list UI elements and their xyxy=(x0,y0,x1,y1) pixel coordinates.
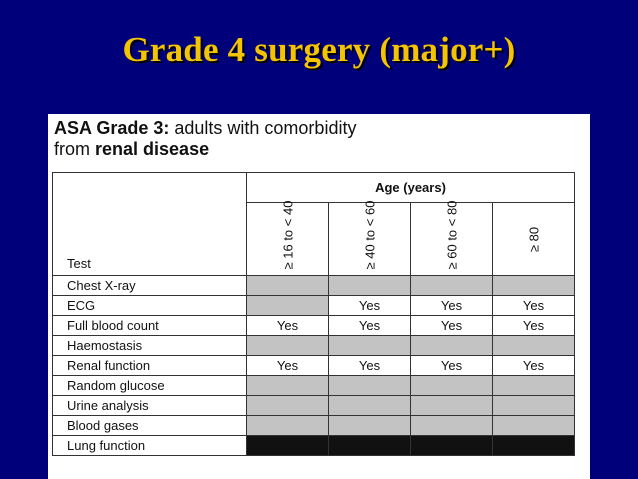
table-row: Random glucose xyxy=(52,375,575,396)
table-row: Blood gases xyxy=(52,415,575,436)
test-cell xyxy=(410,435,493,456)
test-cell xyxy=(328,415,411,436)
age-group-3: ≥ 60 to < 80 xyxy=(410,200,493,276)
slide-title: Grade 4 surgery (major+) xyxy=(122,30,516,69)
test-cell xyxy=(246,435,329,456)
test-cell xyxy=(492,335,575,356)
test-cell: Yes xyxy=(410,315,493,336)
test-cell xyxy=(492,415,575,436)
age-group-4: ≥ 80 xyxy=(492,202,575,276)
age-header: Age (years) xyxy=(246,172,575,203)
test-cell xyxy=(492,275,575,296)
test-cell xyxy=(246,415,329,436)
test-cell xyxy=(328,275,411,296)
test-cell xyxy=(410,395,493,416)
table-row: ECG Yes Yes Yes xyxy=(52,295,575,316)
age-group-1: ≥ 16 to < 40 xyxy=(246,200,329,276)
table-row: Urine analysis xyxy=(52,395,575,416)
table-row: Lung function xyxy=(52,435,575,456)
table-row: Renal function Yes Yes Yes Yes xyxy=(52,355,575,376)
test-name: Renal function xyxy=(52,355,247,376)
heading-line2-bold: renal disease xyxy=(95,139,210,159)
table-row: Full blood count Yes Yes Yes Yes xyxy=(52,315,575,336)
age-group-3-label: ≥ 60 to < 80 xyxy=(444,200,459,270)
age-group-2-label: ≥ 40 to < 60 xyxy=(362,200,377,270)
table-heading: ASA Grade 3: adults with comorbidity fro… xyxy=(54,118,356,160)
test-cell: Yes xyxy=(328,295,411,316)
test-cell xyxy=(246,335,329,356)
test-cell xyxy=(492,435,575,456)
test-column-header: Test xyxy=(52,172,247,276)
test-name: Full blood count xyxy=(52,315,247,336)
heading-line2-prefix: from xyxy=(54,139,96,159)
tests-table: Test Age (years) ≥ 16 to < 40 ≥ 40 to < … xyxy=(52,172,575,456)
test-cell: Yes xyxy=(492,355,575,376)
test-cell: Yes xyxy=(328,315,411,336)
test-cell xyxy=(246,295,329,316)
test-cell xyxy=(492,395,575,416)
test-cell xyxy=(328,375,411,396)
test-cell xyxy=(328,435,411,456)
age-group-1-label: ≥ 16 to < 40 xyxy=(280,200,295,270)
test-name: Blood gases xyxy=(52,415,247,436)
test-cell xyxy=(246,375,329,396)
heading-rest: adults with comorbidity xyxy=(169,118,357,138)
test-cell xyxy=(410,275,493,296)
test-cell: Yes xyxy=(410,355,493,376)
test-cell: Yes xyxy=(492,315,575,336)
test-cell xyxy=(328,395,411,416)
test-name: Random glucose xyxy=(52,375,247,396)
test-cell: Yes xyxy=(410,295,493,316)
test-name: Chest X-ray xyxy=(52,275,247,296)
table-row: Haemostasis xyxy=(52,335,575,356)
test-cell xyxy=(328,335,411,356)
age-group-2: ≥ 40 to < 60 xyxy=(328,200,411,276)
table-row: Chest X-ray xyxy=(52,275,575,296)
age-group-4-label: ≥ 80 xyxy=(526,226,541,253)
test-name: ECG xyxy=(52,295,247,316)
test-cell xyxy=(492,375,575,396)
test-name: Urine analysis xyxy=(52,395,247,416)
test-cell xyxy=(410,375,493,396)
test-cell xyxy=(410,335,493,356)
test-name: Lung function xyxy=(52,435,247,456)
heading-grade: ASA Grade 3: xyxy=(54,118,170,138)
test-cell: Yes xyxy=(492,295,575,316)
test-cell xyxy=(246,395,329,416)
test-cell xyxy=(246,275,329,296)
test-cell: Yes xyxy=(328,355,411,376)
table-panel: ASA Grade 3: adults with comorbidity fro… xyxy=(48,114,590,479)
test-cell: Yes xyxy=(246,315,329,336)
test-name: Haemostasis xyxy=(52,335,247,356)
test-cell xyxy=(410,415,493,436)
age-header-row: Test Age (years) xyxy=(52,172,575,276)
age-groups-row: ≥ 16 to < 40 ≥ 40 to < 60 ≥ 60 to < 80 ≥… xyxy=(53,200,575,276)
test-cell: Yes xyxy=(246,355,329,376)
